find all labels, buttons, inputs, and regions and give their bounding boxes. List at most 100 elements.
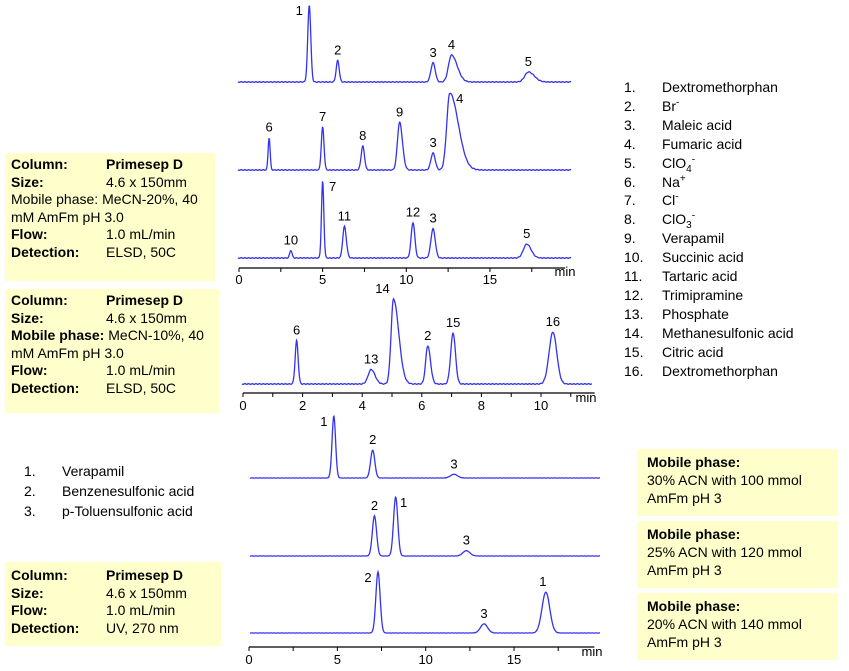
label: Flow: (11, 362, 48, 378)
peak-label: 12 (406, 205, 420, 220)
legend-number: 6. (624, 173, 636, 190)
legend-number: 3. (624, 116, 636, 133)
legend-compound: Fumaric acid (662, 135, 743, 152)
peak-label: 3 (463, 533, 470, 548)
x-tick-label: 5 (334, 652, 341, 667)
x-tick-label: 15 (507, 652, 521, 667)
chromatogram-trace (237, 5, 572, 83)
legend-number: 3. (24, 503, 36, 519)
peak-label: 2 (371, 498, 378, 513)
peak-label: 9 (396, 104, 403, 119)
legend-item: 1. Dextromethorphan (624, 78, 794, 97)
chromatogram-trace (250, 414, 600, 479)
peak-label: 3 (480, 606, 487, 621)
peak-label: 2 (424, 328, 431, 343)
mobile-phase-box-2: Mobile phase: 25% ACN with 120 mmol AmFm… (637, 521, 838, 588)
value: ELSD, 50C (106, 243, 177, 260)
value: UV, 270 nm (106, 619, 179, 636)
x-tick-label: 6 (418, 398, 425, 413)
label: Column: (11, 567, 68, 583)
legend-item: 7. Cl- (624, 191, 794, 210)
x-tick-label: 8 (478, 398, 485, 413)
label: Detection: (11, 243, 80, 260)
legend-number: 15. (624, 343, 644, 360)
legend-compound: Citric acid (662, 343, 724, 360)
legend-item: 4. Fumaric acid (624, 135, 794, 154)
legend-number: 4. (624, 135, 636, 152)
legend-number: 2. (624, 97, 636, 114)
legend-compound: ClO4- (662, 153, 696, 175)
legend-item: 6. Na+ (624, 173, 794, 192)
label: Column: (11, 292, 68, 308)
legend-compound: Dextromethorphan (662, 79, 778, 95)
peak-label: 7 (329, 179, 336, 194)
label: Flow: (11, 226, 48, 242)
legend-compound: ClO3- (662, 210, 696, 232)
value: 4.6 x 150mm (106, 173, 187, 190)
x-axis-label: min (576, 390, 597, 405)
peak-label: 13 (364, 352, 378, 367)
chromatogram-2: 0 2 4 6 8 10 min 6 13 14 2 15 16 (239, 281, 596, 413)
peak-label: 7 (319, 109, 326, 124)
mobile-phase-box-1: Mobile phase: 30% ACN with 100 mmol AmFm… (637, 449, 838, 516)
chromatogram-trace (250, 495, 600, 557)
peak-label: 5 (523, 226, 530, 241)
peak-label: 8 (359, 128, 366, 143)
legend-compound: Verapamil (62, 463, 125, 479)
heading: Mobile phase: (647, 598, 741, 614)
legend-number: 13. (624, 305, 644, 322)
x-tick-label: 0 (235, 272, 242, 287)
chromatogram-3: 0 5 10 15 min 1 2 3 2 1 3 2 3 1 (245, 414, 602, 667)
peak-label: 11 (338, 208, 352, 223)
value: 4.6 x 150mm (106, 584, 187, 601)
legend-item: 16. Dextromethorphan (624, 362, 794, 381)
x-axis-label: min (582, 644, 603, 659)
legend-number: 14. (624, 324, 644, 341)
mobile-phase-text: Mobile phase: MeCN-10%, 40 mM AmFm pH 3.… (11, 327, 213, 362)
label: Size: (11, 584, 44, 601)
peak-label: 3 (429, 45, 436, 60)
legend-item: 12. Trimipramine (624, 286, 794, 305)
x-tick-label: 15 (483, 272, 497, 287)
legend-compound: Succinic acid (662, 249, 744, 266)
legend-item: 11. Tartaric acid (624, 267, 794, 286)
peak-label: 3 (450, 456, 457, 471)
x-tick-label: 10 (534, 398, 548, 413)
legend-compound: Benzenesulfonic acid (62, 483, 195, 499)
legend-compound: Trimipramine (662, 286, 744, 303)
value: 4.6 x 150mm (106, 309, 187, 326)
x-tick-label: 10 (399, 272, 413, 287)
peak-label: 2 (364, 570, 371, 585)
legend-number: 1. (624, 79, 636, 95)
legend-item: 5. ClO4- (624, 154, 794, 173)
chromatogram-trace (237, 181, 572, 259)
chromatogram-trace (237, 92, 572, 171)
legend-number: 16. (624, 362, 644, 379)
x-tick-label: 0 (239, 398, 246, 413)
legend-number: 8. (624, 211, 636, 228)
legend-compound: p-Toluensulfonic acid (62, 503, 193, 519)
legend-item: 13. Phosphate (624, 305, 794, 324)
peak-label: 10 (284, 232, 298, 247)
value: 1.0 mL/min (106, 362, 176, 378)
label: Column: (11, 156, 68, 172)
legend-item: 3. Maleic acid (624, 116, 794, 135)
legend-compound: Tartaric acid (662, 268, 738, 285)
label: Size: (11, 309, 44, 326)
peak-label: 1 (320, 414, 327, 429)
value: Primesep D (106, 292, 184, 308)
value: 1.0 mL/min (106, 226, 176, 242)
legend-compound: Phosphate (662, 305, 729, 322)
label: Flow: (11, 602, 48, 618)
value: ELSD, 50C (106, 379, 177, 396)
conditions-box-2: Column: Primesep D Size: 4.6 x 150mm Mobil… (5, 289, 219, 413)
peak-label: 4 (448, 37, 455, 52)
legend-item: 14. Methanesulfonic acid (624, 324, 794, 343)
peak-label: 15 (446, 315, 460, 330)
peak-label: 6 (265, 120, 272, 135)
legend-number: 10. (624, 249, 644, 266)
text: 20% ACN with 140 mmol AmFm pH 3 (647, 616, 802, 650)
legend-item: 1. Verapamil (24, 461, 194, 481)
peak-label: 1 (296, 3, 303, 18)
legend-compound: Cl- (662, 191, 679, 209)
